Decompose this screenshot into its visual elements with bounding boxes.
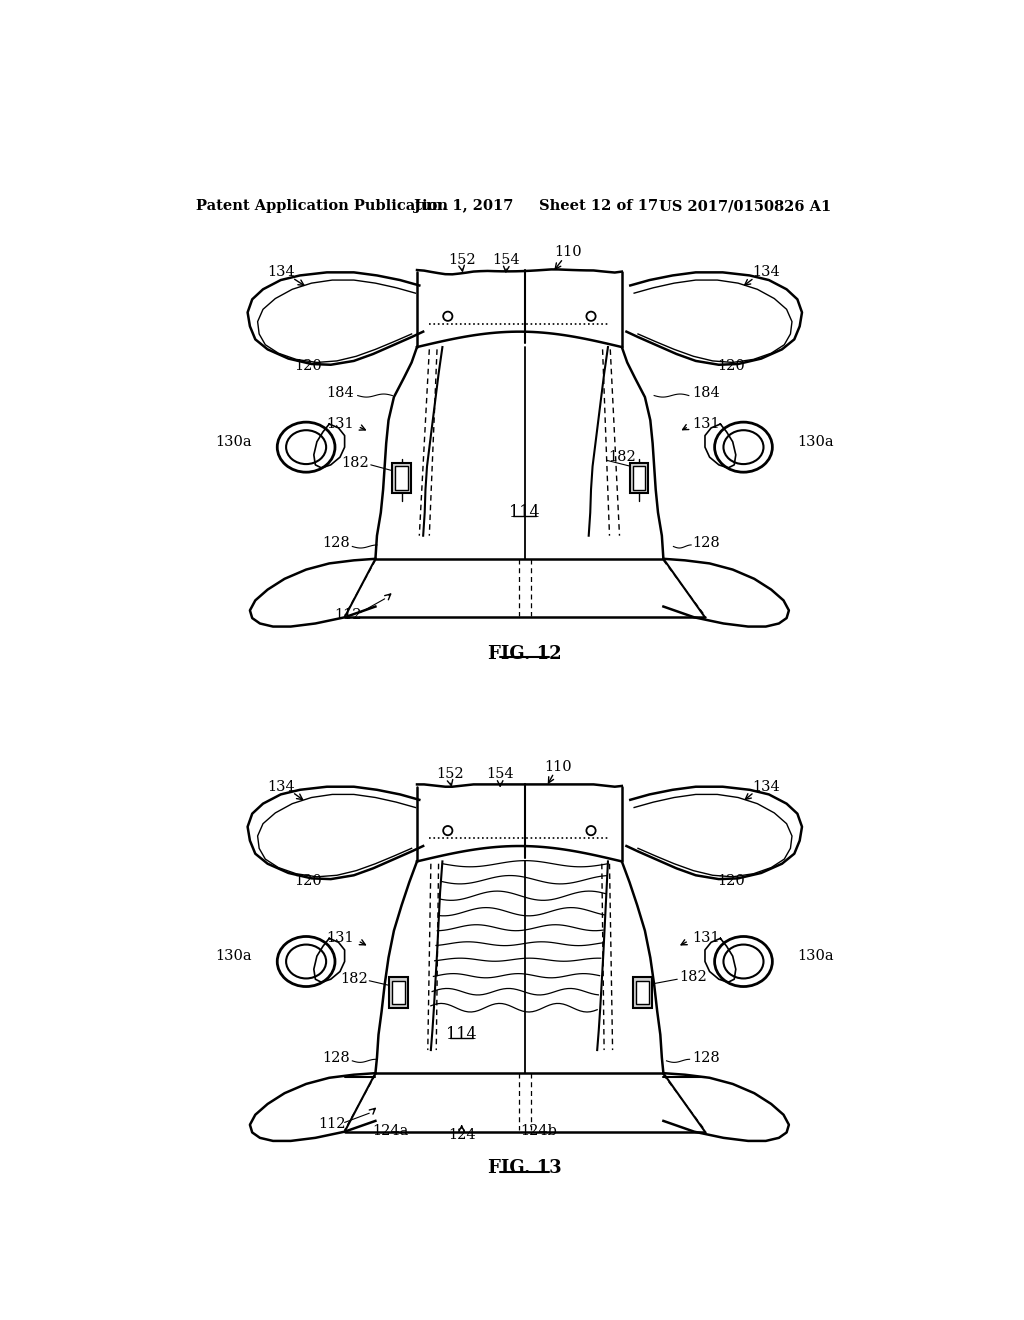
Text: 131: 131 (692, 417, 720, 432)
Text: 128: 128 (692, 1051, 721, 1065)
Text: 182: 182 (340, 973, 368, 986)
Text: 134: 134 (752, 265, 779, 280)
Text: 134: 134 (752, 780, 779, 793)
Text: 130a: 130a (216, 434, 252, 449)
Text: 130a: 130a (798, 949, 834, 964)
Text: 134: 134 (267, 780, 295, 793)
Text: 128: 128 (323, 536, 350, 550)
Bar (392, 462, 411, 494)
Text: 120: 120 (717, 874, 745, 887)
Bar (389, 977, 408, 1007)
Text: 124: 124 (447, 1127, 475, 1142)
Text: FIG. 12: FIG. 12 (488, 644, 561, 663)
Text: 184: 184 (326, 387, 354, 400)
Text: 154: 154 (486, 767, 514, 781)
Text: 152: 152 (436, 767, 464, 781)
Text: 131: 131 (327, 417, 354, 432)
Text: Jun. 1, 2017: Jun. 1, 2017 (414, 199, 513, 213)
Text: 130a: 130a (216, 949, 252, 964)
Text: 182: 182 (679, 970, 707, 983)
Text: 152: 152 (447, 253, 475, 267)
Text: 124a: 124a (373, 1123, 409, 1138)
Bar (637, 981, 649, 1003)
Text: 128: 128 (323, 1051, 350, 1065)
Text: 120: 120 (294, 874, 322, 887)
Text: 131: 131 (692, 932, 720, 945)
Text: 131: 131 (327, 932, 354, 945)
Text: 182: 182 (342, 455, 370, 470)
Text: 124b: 124b (520, 1123, 557, 1138)
Text: 120: 120 (717, 359, 745, 374)
Bar (630, 462, 648, 494)
Text: 112: 112 (334, 609, 361, 622)
Text: FIG. 13: FIG. 13 (488, 1159, 561, 1177)
Text: 184: 184 (692, 387, 721, 400)
Bar (634, 977, 652, 1007)
Text: 112: 112 (318, 1117, 346, 1131)
Text: 154: 154 (493, 253, 520, 267)
Text: 114: 114 (510, 504, 540, 521)
Text: 134: 134 (267, 265, 295, 280)
Text: Patent Application Publication: Patent Application Publication (196, 199, 449, 213)
Text: 114: 114 (446, 1026, 477, 1043)
Text: 120: 120 (294, 359, 322, 374)
Text: 110: 110 (544, 760, 571, 774)
Text: US 2017/0150826 A1: US 2017/0150826 A1 (658, 199, 831, 213)
Bar (395, 466, 408, 490)
Text: 128: 128 (692, 536, 721, 550)
Bar (633, 466, 645, 490)
Bar (392, 981, 404, 1003)
Text: 130a: 130a (798, 434, 834, 449)
Text: 182: 182 (608, 450, 636, 465)
Text: 110: 110 (554, 246, 582, 259)
Text: Sheet 12 of 17: Sheet 12 of 17 (539, 199, 657, 213)
